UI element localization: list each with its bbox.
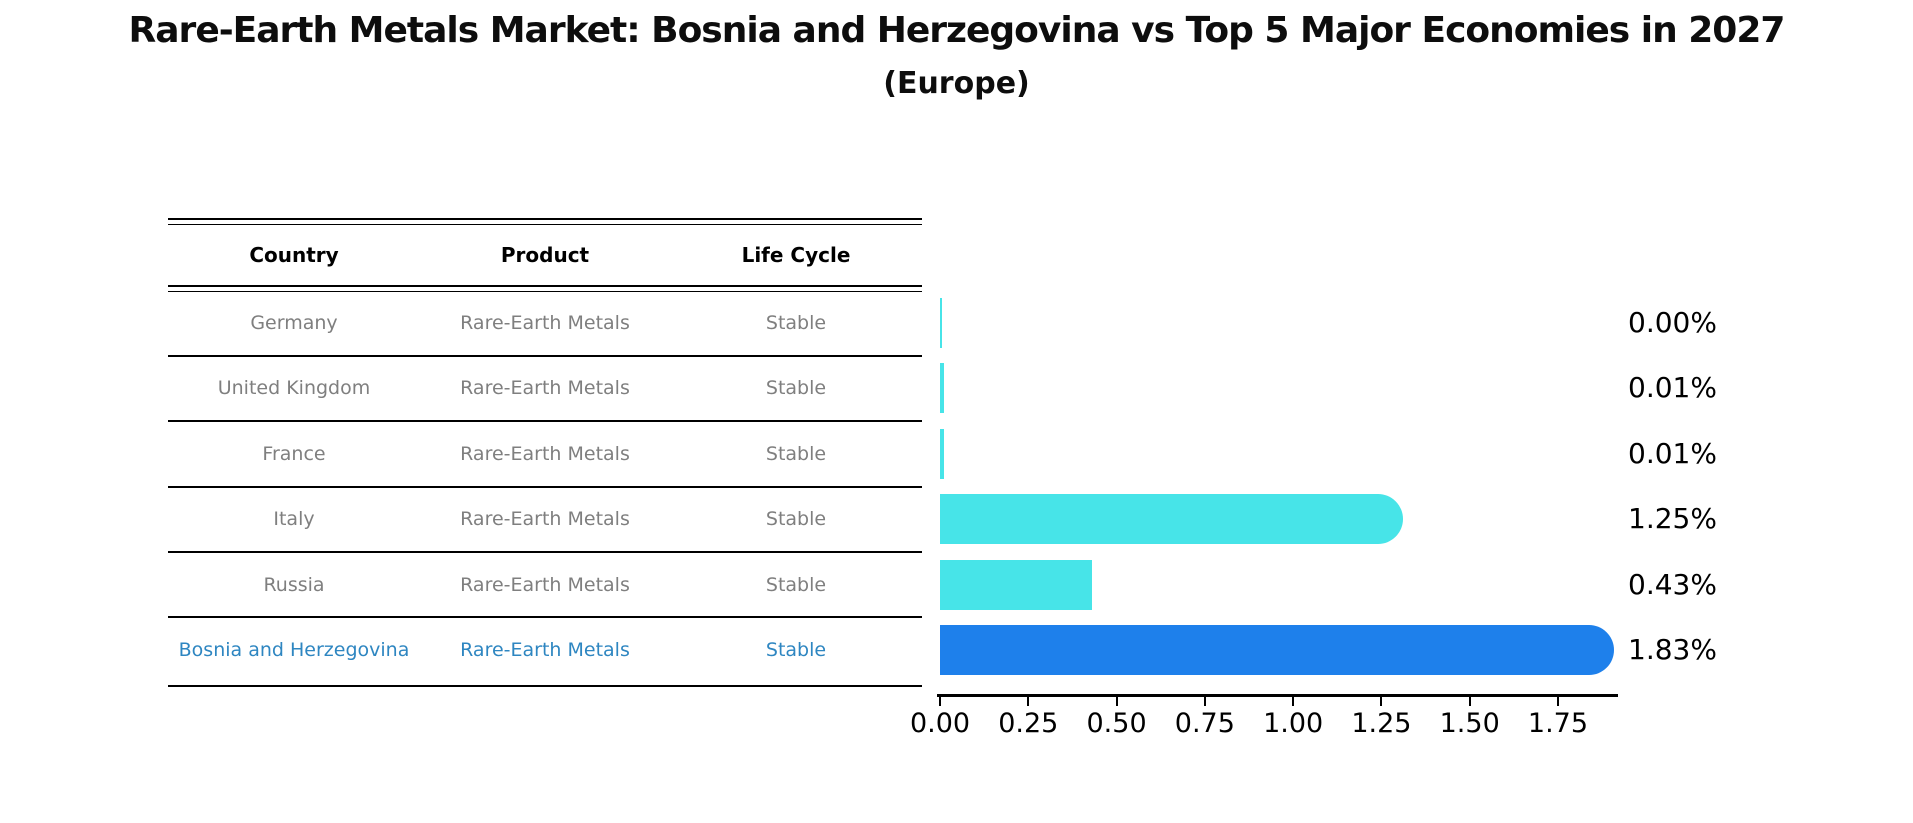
cell-country: Italy bbox=[273, 508, 315, 531]
cell-country: United Kingdom bbox=[217, 377, 371, 400]
cell-product: Rare-Earth Metals bbox=[460, 442, 630, 465]
cell-country: Germany bbox=[250, 312, 338, 334]
bar-value-label: 1.83% bbox=[1628, 633, 1717, 666]
cell-life-cycle: Stable bbox=[765, 442, 827, 465]
bar-3 bbox=[940, 494, 1404, 545]
x-tick-mark bbox=[1380, 697, 1383, 706]
cell-life-cycle: Stable bbox=[765, 312, 827, 334]
x-tick-mark bbox=[939, 697, 941, 706]
x-tick-mark bbox=[1203, 697, 1206, 706]
chart-subtitle: (Europe) bbox=[883, 66, 1030, 101]
cell-country: France bbox=[262, 442, 326, 465]
table-header-rule bbox=[168, 285, 922, 287]
table-row-separator bbox=[168, 354, 922, 357]
table-row-separator bbox=[168, 550, 922, 553]
x-tick-label: 0.25 bbox=[998, 708, 1059, 739]
cell-life-cycle: Stable bbox=[765, 573, 827, 596]
bar-value-label: 0.00% bbox=[1628, 306, 1717, 339]
x-tick-label: 0.50 bbox=[1086, 708, 1147, 739]
bar-2 bbox=[940, 428, 944, 479]
bar-value-label: 0.01% bbox=[1628, 371, 1717, 405]
x-tick-mark bbox=[1292, 697, 1295, 706]
bar-1 bbox=[940, 363, 944, 414]
table-row-separator bbox=[168, 616, 922, 619]
cell-country: Russia bbox=[263, 573, 325, 596]
cell-country: Bosnia and Herzegovina bbox=[178, 639, 410, 661]
table-row-separator bbox=[168, 420, 922, 423]
x-tick-label: 1.25 bbox=[1351, 708, 1412, 739]
x-tick-label: 1.75 bbox=[1527, 708, 1589, 739]
x-tick-mark bbox=[1556, 697, 1559, 706]
x-axis-line bbox=[937, 694, 1618, 697]
x-tick-label: 1.50 bbox=[1439, 708, 1500, 739]
column-header-product: Product bbox=[500, 243, 590, 267]
x-tick-label: 1.00 bbox=[1263, 708, 1324, 739]
cell-life-cycle: Stable bbox=[765, 377, 827, 400]
table-top-rule-inner bbox=[168, 224, 922, 225]
cell-product: Rare-Earth Metals bbox=[460, 639, 630, 661]
x-tick-label: 0.00 bbox=[909, 708, 971, 739]
cell-product: Rare-Earth Metals bbox=[460, 508, 630, 531]
table-row-separator bbox=[168, 485, 922, 488]
cell-product: Rare-Earth Metals bbox=[460, 377, 630, 400]
x-tick-mark bbox=[1115, 697, 1118, 706]
bar-value-label: 0.01% bbox=[1628, 436, 1717, 470]
column-header-country: Country bbox=[249, 243, 339, 267]
bar-0 bbox=[940, 298, 942, 348]
x-tick-label: 0.75 bbox=[1174, 708, 1235, 739]
table-header-rule-inner bbox=[168, 291, 922, 292]
bar-value-label: 0.43% bbox=[1628, 567, 1717, 601]
cell-product: Rare-Earth Metals bbox=[460, 573, 630, 596]
table-bottom-rule bbox=[168, 685, 922, 687]
x-tick-mark bbox=[1027, 697, 1030, 706]
cell-life-cycle: Stable bbox=[765, 508, 827, 531]
bar-value-label: 1.25% bbox=[1628, 502, 1717, 536]
bar-4 bbox=[940, 559, 1092, 610]
table-top-rule bbox=[168, 218, 922, 220]
cell-life-cycle: Stable bbox=[765, 639, 827, 661]
column-header-life-cycle: Life Cycle bbox=[741, 243, 851, 267]
cell-product: Rare-Earth Metals bbox=[460, 312, 630, 334]
chart-title: Rare-Earth Metals Market: Bosnia and Her… bbox=[128, 10, 1786, 51]
bar-highlight-5 bbox=[940, 625, 1615, 675]
x-tick-mark bbox=[1468, 697, 1471, 706]
